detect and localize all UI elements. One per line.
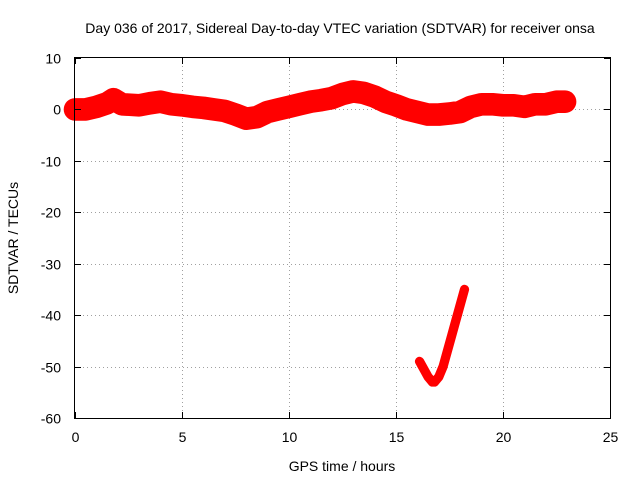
x-tick-label: 5 (179, 429, 187, 445)
data-point (424, 110, 433, 119)
data-point (285, 102, 293, 111)
data-point (118, 100, 127, 109)
data-point (295, 100, 304, 109)
data-point (561, 97, 570, 106)
data-point (349, 87, 358, 96)
x-tick-label: 15 (389, 429, 405, 445)
data-point (445, 109, 454, 118)
y-tick-label: 10 (45, 51, 61, 67)
data-point (210, 105, 219, 114)
data-point (415, 357, 424, 366)
data-point (413, 108, 422, 116)
x-tick-label: 0 (72, 429, 80, 445)
data-point (109, 95, 118, 104)
data-point (509, 101, 518, 110)
axis-ticks: 0 5 10 15 20 25 10 0 -10 -20 -30 -40 -50 -60 (41, 51, 619, 446)
data-point (552, 97, 561, 106)
data-point (156, 97, 165, 106)
series-line-dip (414, 284, 470, 387)
data-point (381, 97, 390, 106)
x-tick-label: 20 (496, 429, 512, 445)
data-point (434, 110, 443, 119)
x-tick-label: 25 (603, 429, 619, 445)
data-point (402, 105, 411, 114)
data-point (92, 102, 101, 111)
y-tick-label: -10 (41, 154, 61, 170)
data-point (456, 300, 465, 309)
data-point (338, 90, 347, 98)
data-point (103, 99, 112, 108)
data-point (531, 100, 540, 109)
data-point (220, 106, 229, 115)
data-point (477, 100, 486, 109)
data-point (317, 96, 326, 105)
data-point (430, 378, 439, 386)
data-point (488, 100, 497, 109)
y-tick-label: -50 (41, 360, 61, 376)
chart-title: Day 036 of 2017, Sidereal Day-to-day VTE… (85, 20, 595, 36)
data-point (231, 110, 240, 119)
data-point (370, 92, 379, 101)
data-point (81, 105, 90, 114)
data-point (359, 88, 368, 97)
data-point (167, 100, 176, 109)
data-point (456, 108, 465, 116)
data-point (499, 101, 507, 110)
data-point (188, 102, 197, 111)
data-point (520, 102, 529, 111)
data-series (63, 80, 577, 387)
data-point (242, 114, 251, 123)
data-point (424, 372, 433, 381)
data-point (541, 100, 550, 109)
data-point (447, 331, 456, 340)
data-point (145, 99, 154, 108)
data-point (439, 362, 448, 371)
data-point (466, 102, 475, 111)
data-point (252, 113, 261, 122)
data-point (443, 347, 452, 356)
data-point (451, 316, 460, 325)
data-point (460, 285, 469, 294)
y-axis-label: SDTVAR / TECUs (5, 182, 21, 294)
plot-frame (74, 57, 611, 419)
data-point (392, 101, 400, 110)
data-point (419, 365, 428, 374)
y-tick-label: -20 (41, 205, 61, 221)
data-point (274, 105, 283, 114)
data-point (263, 108, 272, 116)
x-tick-label: 10 (282, 429, 298, 445)
x-axis-label: GPS time / hours (289, 458, 396, 474)
y-tick-label: -40 (41, 308, 61, 324)
data-point (306, 97, 315, 106)
data-point (434, 372, 443, 381)
y-tick-label: 0 (53, 102, 61, 118)
data-point (327, 94, 336, 103)
data-point (178, 101, 186, 110)
y-tick-label: -60 (41, 411, 61, 427)
data-point (135, 101, 144, 110)
y-tick-label: -30 (41, 257, 61, 273)
data-point (199, 103, 208, 112)
